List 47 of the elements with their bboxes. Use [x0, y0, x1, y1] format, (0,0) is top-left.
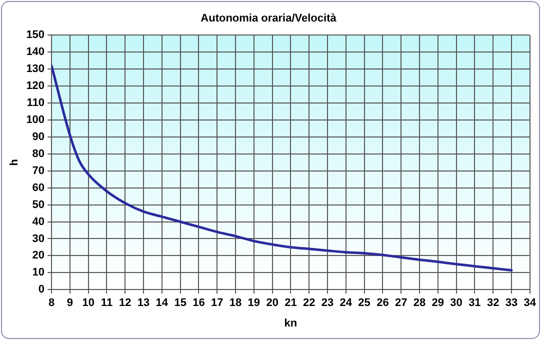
x-tick-label: 13 [137, 297, 150, 310]
y-tick-label: 140 [26, 46, 45, 58]
y-tick-label: 110 [26, 97, 45, 110]
x-tick-label: 9 [66, 297, 74, 310]
x-tick-label: 22 [302, 297, 316, 310]
y-axis-title: h [8, 158, 21, 166]
y-tick-label: 120 [26, 80, 45, 92]
x-tick-label: 32 [486, 297, 500, 310]
x-tick-label: 21 [284, 297, 297, 310]
x-tick-label: 27 [394, 297, 408, 310]
y-tick-label: 150 [26, 29, 45, 42]
x-tick-label: 31 [468, 297, 481, 310]
x-tick-label: 10 [82, 297, 94, 310]
x-tick-label: 18 [229, 297, 242, 310]
x-tick-label: 25 [358, 297, 370, 310]
x-tick-label: 28 [413, 297, 426, 310]
x-tick-label: 26 [376, 297, 389, 310]
x-tick-label: 19 [248, 297, 260, 310]
x-tick-label: 11 [100, 297, 113, 310]
y-tick-label: 0 [38, 284, 45, 296]
x-tick-label: 29 [432, 297, 444, 310]
y-tick-label: 50 [32, 198, 45, 211]
x-axis-title: kn [284, 317, 298, 330]
x-tick-label: 8 [48, 297, 55, 310]
x-tick-label: 24 [340, 297, 353, 310]
y-tick-label: 90 [32, 130, 45, 143]
y-tick-label: 60 [32, 182, 45, 194]
x-tick-label: 34 [524, 297, 537, 310]
y-tick-label: 40 [32, 216, 45, 228]
y-tick-label: 30 [32, 232, 45, 245]
chart-title: Autonomia oraria/Velocità [200, 12, 338, 25]
y-tick-label: 10 [32, 266, 45, 279]
y-tick-label: 20 [32, 250, 45, 262]
x-tick-label: 17 [211, 297, 224, 310]
y-tick-label: 80 [32, 148, 45, 160]
y-tick-label: 130 [26, 63, 45, 76]
y-tick-label: 100 [26, 114, 45, 126]
x-tick-label: 33 [505, 297, 518, 310]
x-tick-label: 15 [174, 297, 186, 310]
x-tick-label: 30 [450, 297, 462, 310]
line-series [52, 64, 513, 272]
x-tick-label: 12 [119, 297, 132, 310]
x-tick-label: 23 [321, 297, 334, 310]
y-tick-label: 70 [32, 164, 45, 177]
x-tick-label: 16 [192, 297, 205, 310]
x-tick-label: 14 [156, 297, 169, 310]
x-tick-label: 20 [266, 297, 278, 310]
